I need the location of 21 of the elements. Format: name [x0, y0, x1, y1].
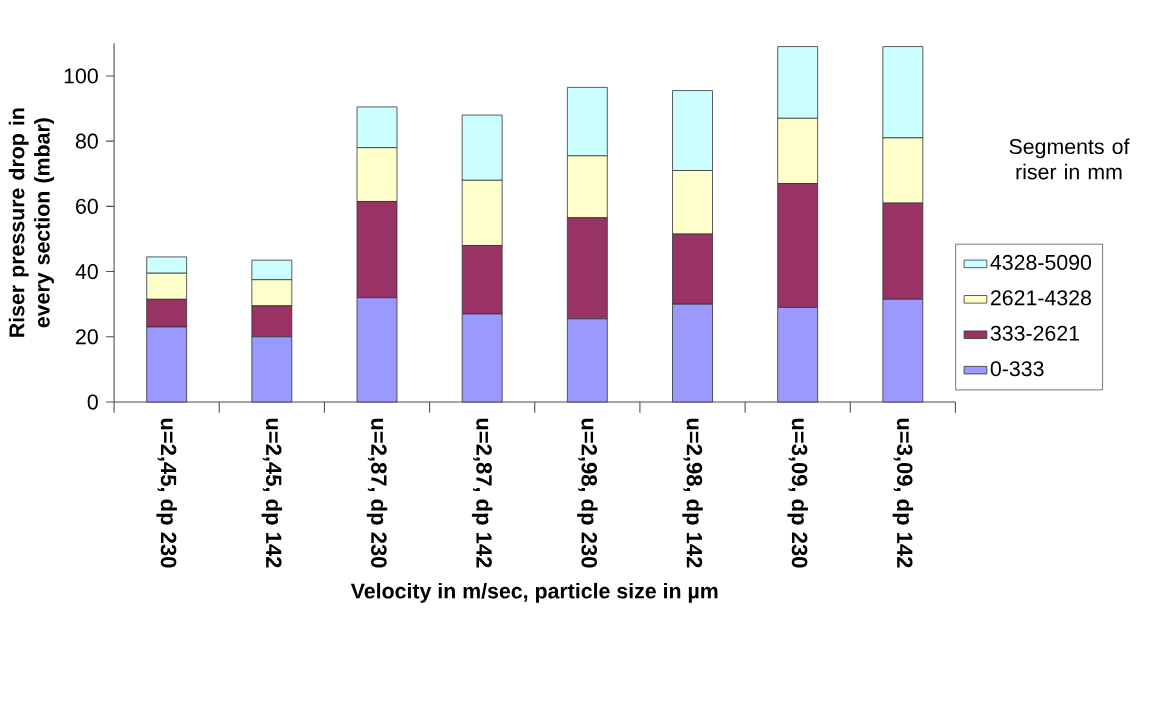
y-tick-label: 0 — [87, 394, 98, 410]
y-axis-title: Riser pressure drop in every section (mbar) — [8, 108, 54, 337]
legend-title: Segments of riser in mm — [1009, 138, 1130, 180]
legend-label: 333-2621 — [990, 325, 1079, 341]
x-tick-label: u=2,87, dp 230 — [366, 418, 388, 568]
y-tick-label: 80 — [75, 133, 98, 149]
x-tick-label: u=2,98, dp 230 — [577, 418, 598, 568]
x-tick-label: u=2,45, dp 230 — [156, 418, 177, 568]
x-tick-label: u=3,09, dp 142 — [892, 418, 914, 568]
legend-label: 4328-5090 — [990, 254, 1092, 270]
x-axis-title: Velocity in m/sec, particle size in µm — [350, 582, 718, 603]
x-tick-label: u=2,87, dp 142 — [471, 418, 493, 568]
x-tick-label: u=3,09, dp 230 — [787, 418, 808, 568]
y-tick-label: 40 — [75, 264, 98, 280]
y-tick-label: 60 — [76, 198, 98, 214]
y-tick-label: 100 — [64, 68, 98, 84]
legend-label: 0-333 — [990, 361, 1044, 377]
legend-label: 2621-4328 — [990, 290, 1091, 306]
x-tick-label: u=2,98, dp 142 — [682, 418, 703, 568]
x-tick-label: u=2,45, dp 142 — [261, 418, 283, 568]
y-tick-label: 20 — [76, 329, 98, 345]
